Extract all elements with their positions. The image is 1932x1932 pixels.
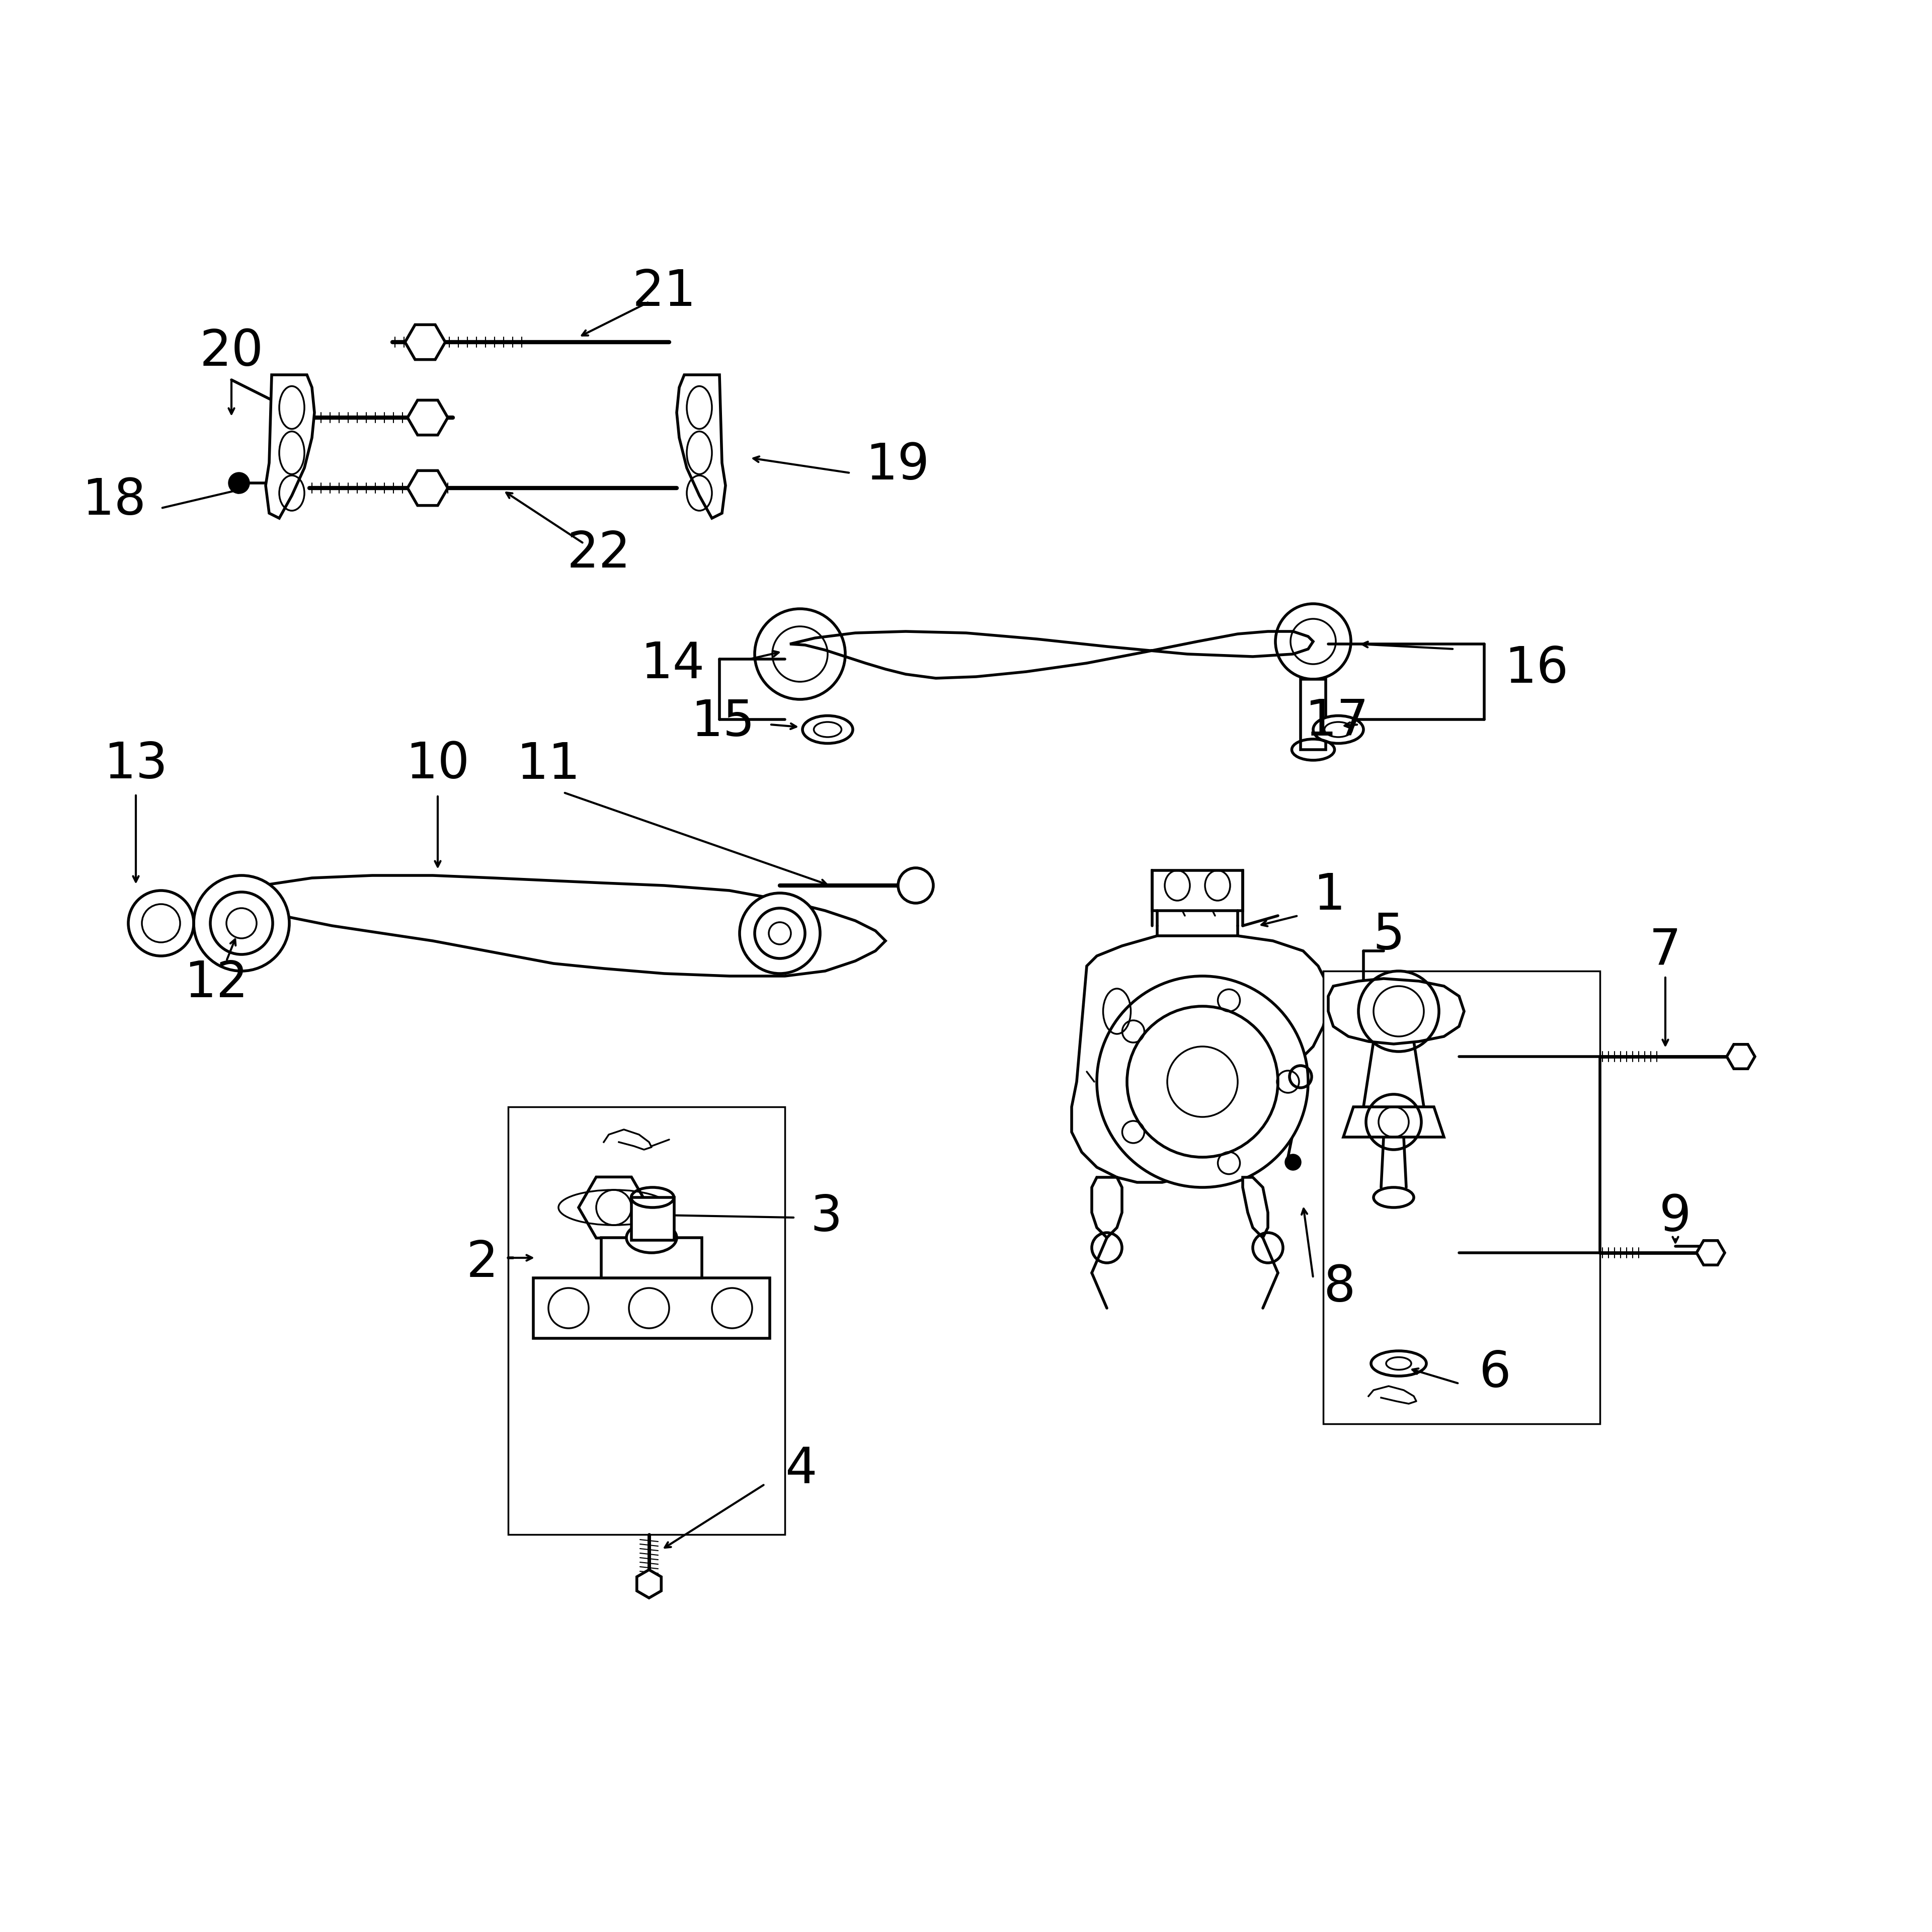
Circle shape (1097, 976, 1308, 1188)
Polygon shape (1343, 1107, 1443, 1138)
Circle shape (769, 922, 790, 945)
Ellipse shape (1374, 1188, 1414, 1208)
Polygon shape (790, 632, 1314, 678)
Text: 6: 6 (1480, 1349, 1511, 1399)
Polygon shape (1151, 871, 1242, 910)
Circle shape (740, 893, 819, 974)
Circle shape (193, 875, 290, 972)
Text: 14: 14 (639, 639, 705, 688)
Circle shape (898, 867, 933, 902)
Ellipse shape (626, 1223, 676, 1252)
Circle shape (1285, 1155, 1300, 1169)
Polygon shape (267, 375, 315, 518)
Text: 8: 8 (1323, 1264, 1354, 1312)
Text: 3: 3 (810, 1194, 842, 1242)
Bar (1323, 972, 1600, 1424)
Text: 15: 15 (690, 697, 755, 746)
Text: 1: 1 (1314, 871, 1345, 920)
Polygon shape (1092, 1177, 1122, 1238)
Text: 13: 13 (104, 740, 168, 788)
Circle shape (1167, 1047, 1238, 1117)
Text: 5: 5 (1372, 912, 1405, 960)
Polygon shape (533, 1277, 769, 1339)
Text: 16: 16 (1505, 645, 1569, 694)
Polygon shape (222, 875, 885, 976)
Text: 19: 19 (866, 440, 929, 491)
Polygon shape (1072, 935, 1329, 1182)
Text: 20: 20 (199, 328, 263, 377)
Text: 4: 4 (784, 1445, 817, 1493)
Text: 2: 2 (466, 1238, 498, 1287)
Text: 11: 11 (516, 740, 580, 788)
Bar (508, 1107, 784, 1534)
Text: 22: 22 (566, 529, 630, 578)
Circle shape (228, 473, 249, 493)
Text: 7: 7 (1650, 927, 1681, 976)
Text: 18: 18 (81, 475, 147, 526)
Polygon shape (601, 1238, 701, 1277)
Polygon shape (632, 1198, 674, 1240)
Text: 9: 9 (1660, 1194, 1691, 1242)
Polygon shape (1300, 680, 1325, 750)
Text: 12: 12 (184, 958, 249, 1009)
Text: 21: 21 (632, 267, 696, 317)
Ellipse shape (1372, 1350, 1426, 1376)
Text: 17: 17 (1304, 697, 1368, 746)
Circle shape (226, 908, 257, 939)
Text: 10: 10 (406, 740, 469, 788)
Polygon shape (1329, 980, 1464, 1043)
Polygon shape (676, 375, 726, 518)
Ellipse shape (1314, 715, 1364, 744)
Ellipse shape (802, 715, 852, 744)
Polygon shape (1242, 1177, 1267, 1238)
